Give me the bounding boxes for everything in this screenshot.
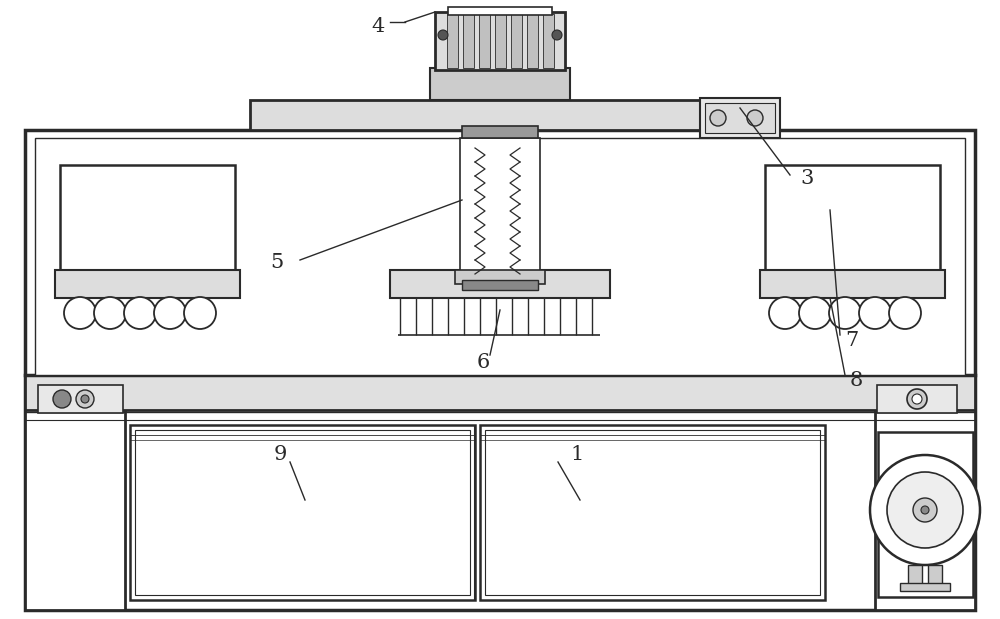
Circle shape [907,389,927,409]
Bar [447,14,458,68]
Bar [38,385,123,413]
Bar [390,270,610,298]
Circle shape [887,472,963,548]
Bar [875,375,975,610]
Text: 5: 5 [270,254,283,272]
Circle shape [81,395,89,403]
Text: 3: 3 [800,168,813,188]
Text: 7: 7 [845,331,858,350]
Bar [877,385,957,413]
Circle shape [912,394,922,404]
Bar [485,430,820,595]
Bar [878,432,973,597]
Circle shape [921,506,929,514]
Circle shape [747,110,763,126]
Bar [463,14,474,68]
Circle shape [859,297,891,329]
Circle shape [769,297,801,329]
Bar [900,583,950,591]
Bar [455,270,545,284]
Bar [928,565,942,585]
Bar [705,103,775,133]
Circle shape [184,297,216,329]
Text: 6: 6 [476,353,490,373]
Bar [460,138,540,273]
Bar [908,565,922,585]
Bar [430,68,570,100]
Circle shape [154,297,186,329]
Bar [480,425,825,600]
Bar [250,100,750,130]
Text: 1: 1 [570,446,583,464]
Bar [462,280,538,290]
Bar [135,430,470,595]
Circle shape [829,297,861,329]
Circle shape [889,297,921,329]
Circle shape [799,297,831,329]
Bar [527,14,538,68]
Circle shape [913,498,937,522]
Bar [130,425,475,600]
Bar [543,14,554,68]
Bar [55,270,240,298]
Bar [25,375,125,610]
Bar [25,130,975,375]
Circle shape [76,390,94,408]
Bar [760,270,945,298]
Circle shape [710,110,726,126]
Bar [765,165,940,270]
Circle shape [94,297,126,329]
Bar [448,7,552,15]
Circle shape [438,30,448,40]
Bar [700,98,780,138]
Text: 4: 4 [371,17,385,35]
Circle shape [124,297,156,329]
Bar [495,14,506,68]
Bar [435,12,565,70]
Text: 9: 9 [273,446,287,464]
Circle shape [870,455,980,565]
Circle shape [64,297,96,329]
Circle shape [552,30,562,40]
Text: 8: 8 [850,371,863,389]
Bar [462,126,538,138]
Bar [60,165,235,270]
Bar [35,138,965,375]
Bar [25,375,975,410]
Bar [511,14,522,68]
Bar [25,375,975,610]
Bar [479,14,490,68]
Circle shape [53,390,71,408]
